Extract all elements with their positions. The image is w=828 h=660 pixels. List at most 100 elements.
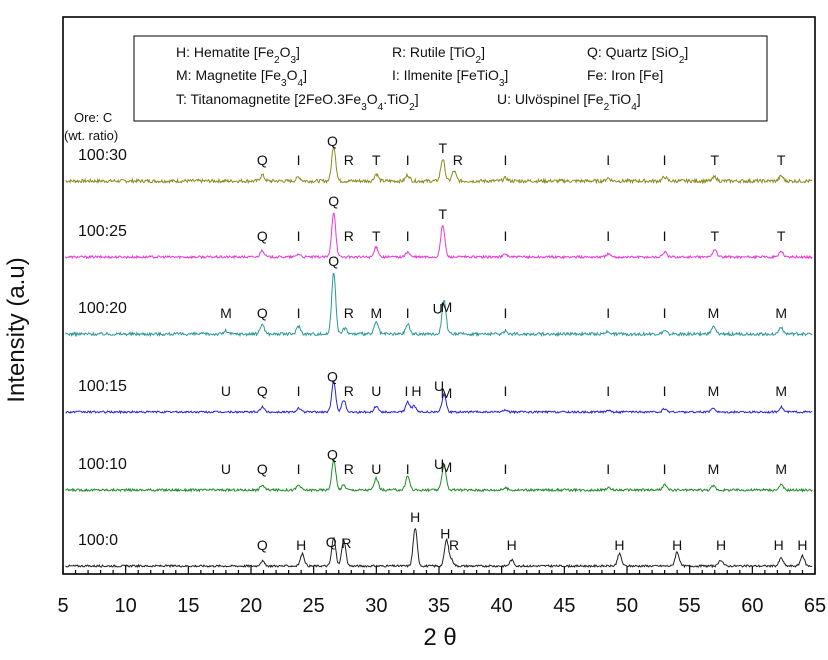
phase-label: R <box>449 537 459 553</box>
phase-label: U <box>434 456 444 472</box>
x-tick-label: 45 <box>553 595 575 617</box>
series-line-100-15 <box>65 380 813 415</box>
phase-label: I <box>503 228 507 244</box>
phase-label: T <box>438 140 447 156</box>
legend-entry: I: Ilmenite [FeTiO3] <box>392 67 508 89</box>
legend-text: 3 <box>290 55 296 66</box>
phase-label: I <box>297 228 301 244</box>
legend-text: H: Hematite [Fe <box>176 44 274 60</box>
x-tick-label: 10 <box>115 595 137 617</box>
phase-label: U <box>434 378 444 394</box>
phase-label: M <box>441 299 453 315</box>
x-tick-label: 30 <box>365 595 387 617</box>
phase-label: Q <box>327 133 338 149</box>
phase-label: I <box>606 305 610 321</box>
x-tick-label: 15 <box>177 595 199 617</box>
phase-label: Q <box>257 461 268 477</box>
legend-text: ] <box>296 44 300 60</box>
series-name: 100:30 <box>78 147 127 164</box>
phase-label: M <box>775 305 787 321</box>
phase-label: R <box>453 152 463 168</box>
legend-entry: U: Ulvöspinel [Fe2TiO4] <box>497 91 641 113</box>
phase-label: M <box>441 459 453 475</box>
legend-entry: R: Rutile [TiO2] <box>392 44 485 66</box>
phase-label: R <box>344 228 354 244</box>
series-line-100-0 <box>65 527 813 569</box>
phase-label: I <box>297 152 301 168</box>
phase-label: U <box>221 461 231 477</box>
series-name: 100:0 <box>78 532 118 549</box>
phase-label: M <box>708 305 720 321</box>
phase-label: T <box>777 152 786 168</box>
phase-label: I <box>606 383 610 399</box>
phase-label: Q <box>327 446 338 462</box>
phase-label: U <box>433 301 443 317</box>
phase-label: T <box>777 228 786 244</box>
legend-entry: Fe: Iron [Fe] <box>587 67 663 83</box>
phase-label: I <box>406 461 410 477</box>
phase-label: Q <box>257 152 268 168</box>
phase-label: M <box>441 385 453 401</box>
series-name: 100:10 <box>78 456 127 473</box>
phase-label: R <box>344 383 354 399</box>
phase-label: M <box>220 305 232 321</box>
phase-label: I <box>503 383 507 399</box>
legend-text: ] <box>637 91 641 107</box>
phase-label: H <box>716 537 726 553</box>
phase-label: I <box>606 228 610 244</box>
legend-box <box>133 35 768 122</box>
x-axis-label: 2 θ <box>423 624 456 651</box>
phase-label: U <box>371 383 381 399</box>
phase-label: T <box>438 206 447 222</box>
phase-label: I <box>503 305 507 321</box>
legend-text: U: Ulvöspinel [Fe <box>497 91 604 107</box>
phase-label: H <box>614 537 624 553</box>
phase-label: I <box>406 228 410 244</box>
phase-label: I <box>503 152 507 168</box>
legend-entry: H: Hematite [Fe2O3] <box>176 44 300 66</box>
phase-label: I <box>663 461 667 477</box>
phase-label: I <box>297 305 301 321</box>
phase-label: M <box>775 383 787 399</box>
phase-label: T <box>710 152 719 168</box>
phase-label: U <box>371 461 381 477</box>
x-tick-label: 65 <box>804 595 826 617</box>
phase-label: R <box>344 152 354 168</box>
phase-label: Q <box>328 253 339 269</box>
series-line-100-20 <box>65 272 813 338</box>
legend-text: ] <box>481 44 485 60</box>
legend-text: O <box>280 44 291 60</box>
legend-text: .TiO <box>383 91 409 107</box>
legend-text: 3 <box>361 102 367 113</box>
phase-label: Q <box>257 383 268 399</box>
phase-label: H <box>410 509 420 525</box>
phase-label: H <box>411 383 421 399</box>
legend-text: O <box>367 91 378 107</box>
x-tick-label: 35 <box>428 595 450 617</box>
phase-label: H <box>440 526 450 542</box>
x-tick-label: 50 <box>616 595 638 617</box>
phase-label: I <box>297 383 301 399</box>
phase-label: U <box>221 383 231 399</box>
ore-note-line-1: Ore: C <box>74 110 112 125</box>
legend-text: 2 <box>476 55 482 66</box>
x-tick-label: 40 <box>491 595 513 617</box>
legend-text: Fe: Iron [Fe] <box>587 67 663 83</box>
phase-label: I <box>503 461 507 477</box>
series-name: 100:20 <box>78 300 127 317</box>
series-line-100-10 <box>65 457 813 493</box>
x-tick-label: 5 <box>57 595 68 617</box>
legend-entry: Q: Quartz [SiO2] <box>587 44 688 66</box>
phase-label: H <box>507 537 517 553</box>
x-tick-label: 60 <box>741 595 763 617</box>
phase-label: Q <box>257 228 268 244</box>
phase-label: Q <box>257 305 268 321</box>
series-name: 100:25 <box>78 223 127 240</box>
phase-label: I <box>297 461 301 477</box>
phase-label: H <box>797 537 807 553</box>
phase-label: R <box>341 535 351 551</box>
legend-text: ] <box>684 44 688 60</box>
y-axis-label: Intensity (a.u) <box>3 257 30 402</box>
legend-text: TiO <box>609 91 631 107</box>
